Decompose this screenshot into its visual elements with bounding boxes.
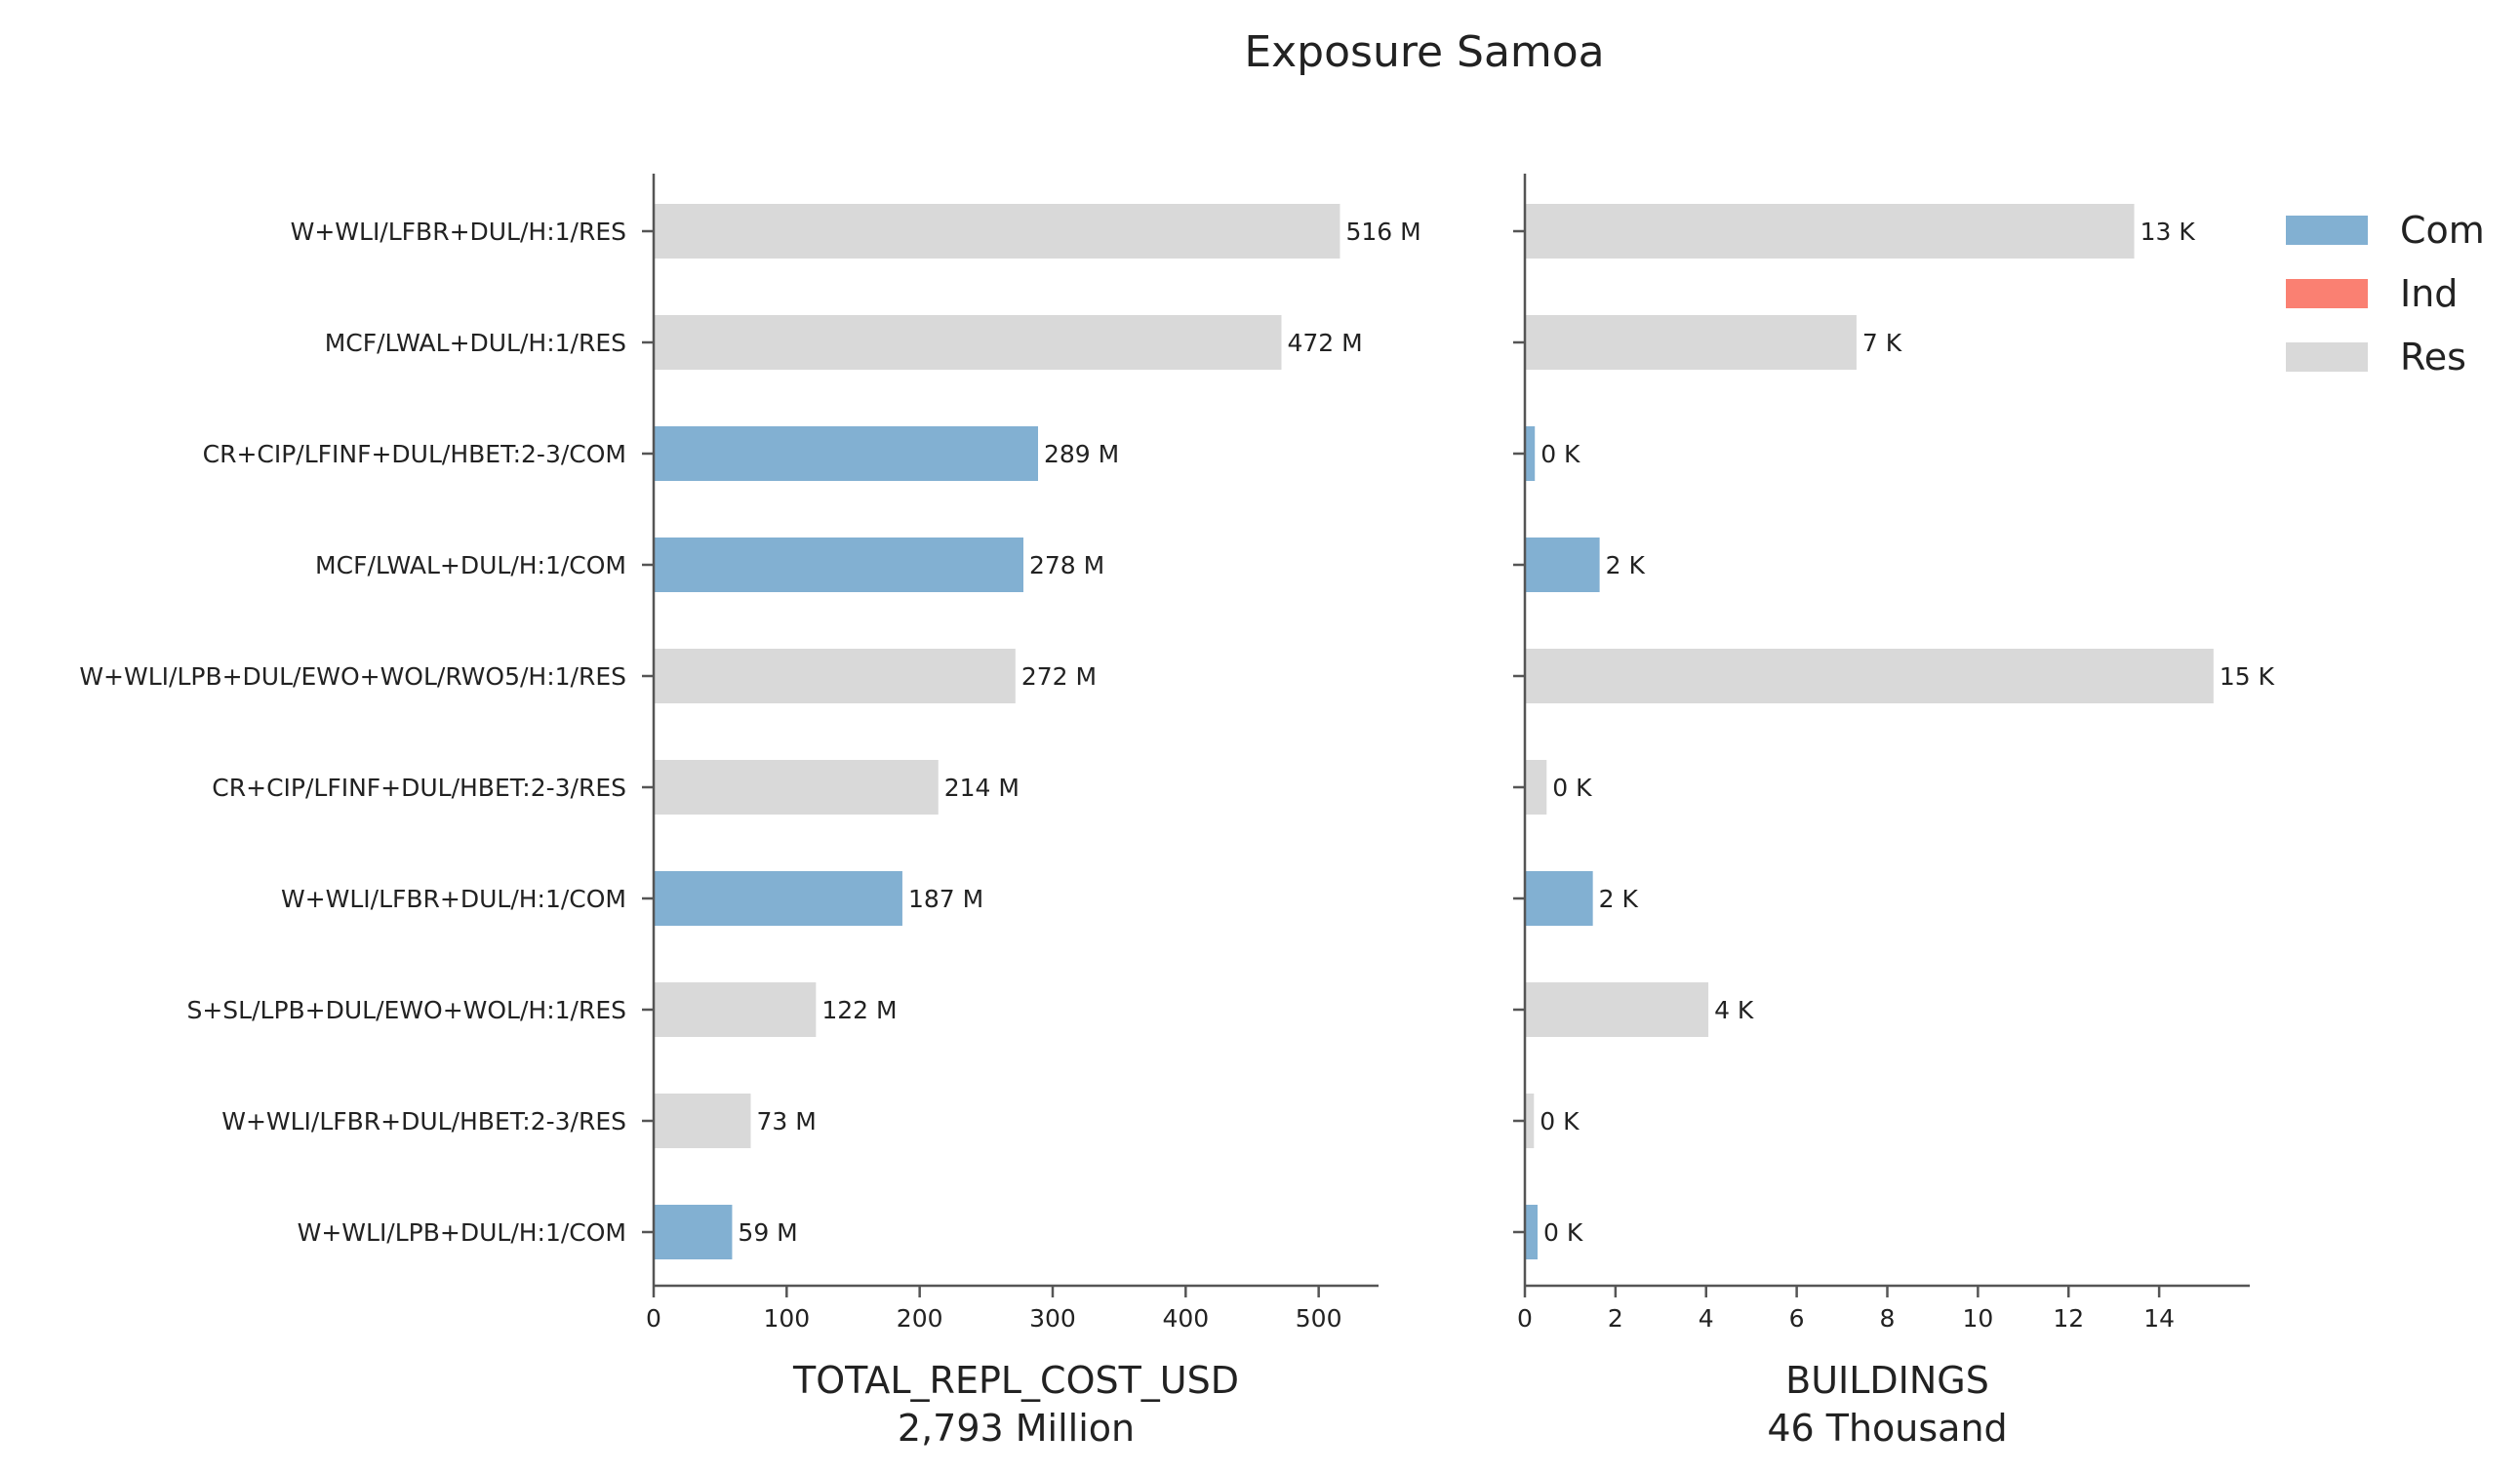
bar-buildings-8: [1525, 1094, 1535, 1148]
x-tick-label-buildings-0: 0: [1517, 1304, 1533, 1333]
category-label-4: W+WLI/LPB+DUL/EWO+WOL/RWO5/H:1/RES: [79, 662, 626, 691]
legend-swatch-ind: [2286, 279, 2368, 308]
legend-label-res: Res: [2400, 336, 2466, 378]
value-label-cost-3: 278 M: [1029, 551, 1104, 579]
value-label-cost-0: 516 M: [1345, 218, 1420, 246]
value-label-cost-6: 187 M: [908, 885, 983, 913]
bar-buildings-7: [1525, 982, 1709, 1037]
x-tick-label-cost-5: 500: [1296, 1304, 1342, 1333]
category-label-3: MCF/LWAL+DUL/H:1/COM: [315, 551, 626, 579]
legend-label-com: Com: [2400, 209, 2485, 252]
bar-cost-0: [654, 204, 1340, 259]
value-label-buildings-9: 0 K: [1543, 1218, 1583, 1247]
value-label-buildings-7: 4 K: [1714, 996, 1754, 1024]
value-label-cost-2: 289 M: [1044, 440, 1119, 468]
category-label-8: W+WLI/LFBR+DUL/HBET:2-3/RES: [221, 1107, 626, 1135]
bar-cost-8: [654, 1094, 751, 1148]
x-tick-label-cost-1: 100: [763, 1304, 810, 1333]
bar-cost-7: [654, 982, 817, 1037]
panel-buildings: 13 K 7 K 0 K 2 K 15 K 0 K 2 K 4 K 0 K 0 K 0 2 4 6 8 10 1…: [1513, 174, 2275, 1450]
bar-cost-9: [654, 1205, 733, 1259]
value-label-buildings-5: 0 K: [1552, 774, 1592, 802]
value-label-cost-9: 59 M: [738, 1218, 797, 1247]
category-label-0: W+WLI/LFBR+DUL/H:1/RES: [291, 218, 626, 246]
value-label-buildings-8: 0 K: [1540, 1107, 1580, 1135]
x-tick-label-cost-4: 400: [1162, 1304, 1209, 1333]
category-label-6: W+WLI/LFBR+DUL/H:1/COM: [281, 885, 626, 913]
x-tick-label-buildings-4: 8: [1880, 1304, 1896, 1333]
x-tick-label-buildings-5: 10: [1962, 1304, 1993, 1333]
legend-swatch-com: [2286, 216, 2368, 245]
x-axis-sublabel-buildings: 46 Thousand: [1767, 1407, 2007, 1450]
value-label-buildings-0: 13 K: [2140, 218, 2196, 246]
bar-cost-1: [654, 315, 1282, 370]
bar-cost-4: [654, 649, 1016, 703]
panel-cost: 516 M 472 M 289 M 278 M 272 M 214 M 187 M 122 M…: [79, 174, 1421, 1450]
legend-swatch-res: [2286, 342, 2368, 372]
value-label-buildings-6: 2 K: [1599, 885, 1639, 913]
bar-cost-5: [654, 760, 939, 815]
value-label-cost-1: 472 M: [1287, 329, 1362, 357]
bar-cost-6: [654, 871, 902, 926]
x-tick-label-cost-2: 200: [897, 1304, 943, 1333]
category-label-7: S+SL/LPB+DUL/EWO+WOL/H:1/RES: [186, 996, 626, 1024]
x-tick-label-buildings-7: 14: [2143, 1304, 2175, 1333]
x-tick-label-cost-3: 300: [1029, 1304, 1076, 1333]
bar-buildings-6: [1525, 871, 1593, 926]
value-label-cost-5: 214 M: [944, 774, 1020, 802]
bar-buildings-4: [1525, 649, 2214, 703]
value-label-cost-7: 122 M: [821, 996, 897, 1024]
category-label-9: W+WLI/LPB+DUL/H:1/COM: [298, 1218, 626, 1247]
value-label-buildings-1: 7 K: [1862, 329, 1902, 357]
x-tick-label-buildings-6: 12: [2053, 1304, 2084, 1333]
bar-buildings-3: [1525, 538, 1600, 592]
value-label-buildings-4: 15 K: [2220, 662, 2275, 691]
x-axis-sublabel-cost: 2,793 Million: [898, 1407, 1135, 1450]
legend-label-ind: Ind: [2400, 272, 2458, 315]
x-tick-label-buildings-2: 4: [1699, 1304, 1714, 1333]
x-tick-label-buildings-3: 6: [1789, 1304, 1805, 1333]
x-tick-label-buildings-1: 2: [1608, 1304, 1623, 1333]
category-label-1: MCF/LWAL+DUL/H:1/RES: [325, 329, 626, 357]
legend: Com Ind Res: [2286, 209, 2485, 378]
bar-cost-2: [654, 426, 1038, 481]
bar-buildings-0: [1525, 204, 2135, 259]
value-label-cost-8: 73 M: [757, 1107, 817, 1135]
x-axis-label-cost: TOTAL_REPL_COST_USD: [792, 1359, 1239, 1402]
value-label-cost-4: 272 M: [1021, 662, 1097, 691]
bar-buildings-1: [1525, 315, 1857, 370]
bar-buildings-2: [1525, 426, 1536, 481]
value-label-buildings-3: 2 K: [1606, 551, 1646, 579]
chart-title: Exposure Samoa: [1244, 27, 1604, 77]
category-label-2: CR+CIP/LFINF+DUL/HBET:2-3/COM: [203, 440, 626, 468]
bar-buildings-5: [1525, 760, 1547, 815]
category-label-5: CR+CIP/LFINF+DUL/HBET:2-3/RES: [212, 774, 626, 802]
bar-buildings-9: [1525, 1205, 1539, 1259]
bar-cost-3: [654, 538, 1023, 592]
x-tick-label-cost-0: 0: [646, 1304, 661, 1333]
x-axis-label-buildings: BUILDINGS: [1785, 1359, 1989, 1402]
value-label-buildings-2: 0 K: [1540, 440, 1580, 468]
